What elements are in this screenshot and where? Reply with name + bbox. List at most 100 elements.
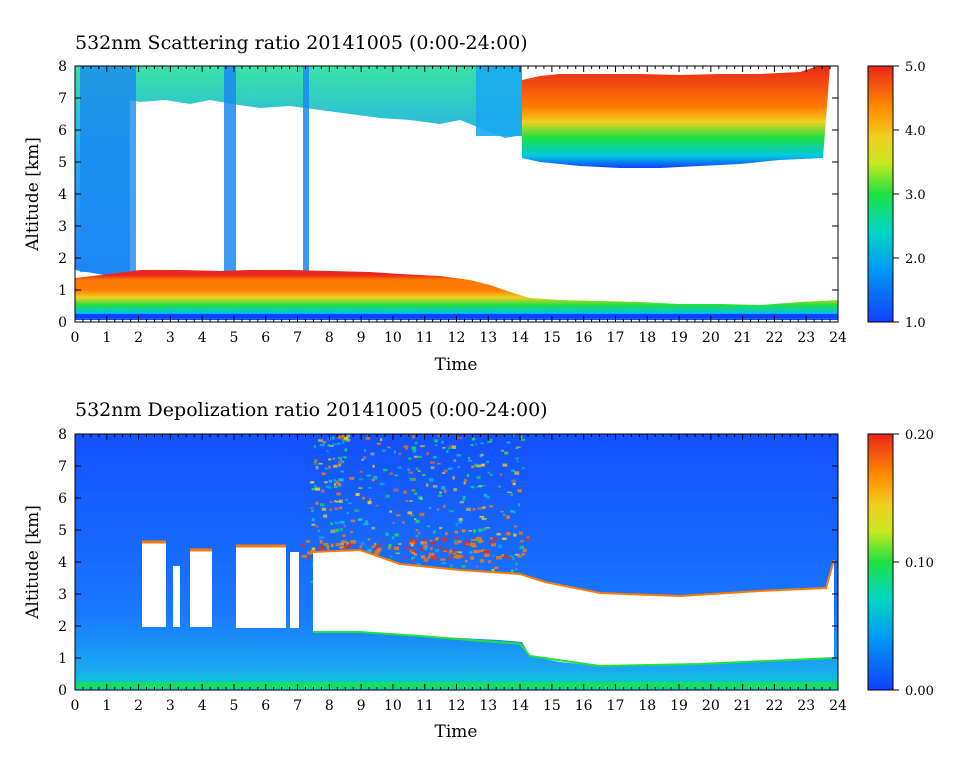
speckle xyxy=(466,473,470,477)
speckle xyxy=(327,444,331,447)
speckle xyxy=(506,515,510,519)
speckle xyxy=(443,504,446,509)
speckle xyxy=(511,469,516,473)
y-tick-label: 4 xyxy=(58,555,67,571)
speckle xyxy=(339,499,343,504)
colorbar: 5.0 4.0 3.0 2.0 1.0 xyxy=(867,60,926,331)
speckle xyxy=(451,445,456,449)
speckle xyxy=(453,488,457,492)
speckle xyxy=(506,532,511,536)
speckle xyxy=(498,544,502,548)
speckle xyxy=(515,457,520,460)
speckle xyxy=(512,482,516,486)
speckle xyxy=(492,537,499,541)
speckle xyxy=(516,460,519,463)
x-tick-label: 24 xyxy=(829,330,847,346)
y-tick-label: 8 xyxy=(58,427,67,443)
speckle xyxy=(335,500,341,503)
speckle xyxy=(484,553,490,557)
speckle xyxy=(487,471,491,474)
speckle xyxy=(371,545,376,549)
y-axis-ticks: 0 1 2 3 4 5 6 7 8 xyxy=(58,59,838,331)
speckle xyxy=(329,445,334,447)
y-tick-label: 8 xyxy=(58,59,67,75)
speckle xyxy=(487,559,492,564)
speckle xyxy=(463,544,469,547)
speckle xyxy=(422,473,426,477)
x-tick-label: 12 xyxy=(448,330,466,346)
speckle xyxy=(340,542,345,546)
speckle xyxy=(430,466,435,470)
x-tick-label: 6 xyxy=(261,330,270,346)
speckle xyxy=(315,501,319,505)
speckle xyxy=(366,474,372,477)
speckle xyxy=(317,545,324,549)
speckle xyxy=(341,460,345,463)
speckle xyxy=(453,555,457,559)
speckle xyxy=(432,555,438,560)
speckle xyxy=(367,538,371,541)
speckle xyxy=(412,435,415,439)
x-tick-label: 3 xyxy=(166,330,175,346)
speckle xyxy=(405,447,408,450)
speckle xyxy=(367,548,372,553)
speckle xyxy=(394,474,399,477)
speckle xyxy=(322,440,326,444)
speckle xyxy=(336,492,341,496)
speckle xyxy=(338,485,342,487)
speckle xyxy=(409,500,413,502)
speckle xyxy=(423,545,428,549)
speckle xyxy=(373,547,377,550)
speckle xyxy=(494,566,499,570)
speckle xyxy=(475,443,478,446)
colorbar-tick-label: 2.0 xyxy=(905,252,926,267)
speckle xyxy=(333,486,338,488)
speckle xyxy=(468,530,473,532)
speckle xyxy=(332,443,337,446)
speckle xyxy=(358,487,363,489)
speckle xyxy=(489,537,493,540)
speckle xyxy=(335,480,339,484)
speckle xyxy=(319,540,323,544)
speckle xyxy=(310,481,315,484)
y-tick-label: 2 xyxy=(58,251,67,267)
speckle xyxy=(389,472,393,475)
speckle xyxy=(500,473,503,476)
y-axis-label: Altitude [km] xyxy=(23,137,43,252)
speckle xyxy=(393,546,400,551)
speckle xyxy=(427,525,431,528)
speckle xyxy=(371,478,375,482)
speckle xyxy=(514,553,520,556)
speckle xyxy=(321,507,327,511)
speckle xyxy=(419,548,425,552)
speckle xyxy=(447,467,453,470)
speckle xyxy=(315,465,319,470)
chart-depolarization-ratio: 532nm Depolization ratio 20141005 (0:00-… xyxy=(23,399,934,742)
speckle xyxy=(372,464,375,468)
x-tick-label: 19 xyxy=(670,330,688,346)
speckle xyxy=(328,479,333,483)
speckle xyxy=(343,436,349,440)
x-axis-label: Time xyxy=(435,355,478,375)
speckle xyxy=(333,464,338,468)
speckle xyxy=(437,494,443,498)
speckle xyxy=(517,555,522,558)
speckle xyxy=(385,494,390,498)
speckle xyxy=(412,449,417,453)
speckle xyxy=(307,556,310,560)
speckle xyxy=(373,542,377,546)
speckle xyxy=(374,550,380,555)
speckle xyxy=(365,520,368,524)
speckle xyxy=(470,444,474,447)
y-tick-label: 6 xyxy=(58,123,67,139)
speckle xyxy=(417,455,422,458)
speckle xyxy=(405,499,409,502)
x-tick-label: 0 xyxy=(71,330,80,346)
speckle xyxy=(427,555,431,559)
x-tick-label: 23 xyxy=(797,330,815,346)
speckle xyxy=(442,446,446,449)
speckle xyxy=(347,502,353,505)
speckle xyxy=(484,549,490,554)
x-tick-label: 13 xyxy=(479,330,497,346)
no-data-region xyxy=(142,542,166,627)
